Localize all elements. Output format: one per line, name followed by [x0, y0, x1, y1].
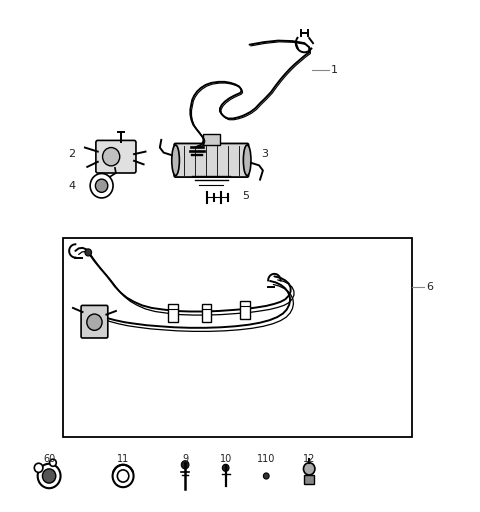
Text: 60: 60 — [43, 454, 55, 464]
Ellipse shape — [172, 145, 180, 176]
Bar — [202, 304, 211, 322]
FancyBboxPatch shape — [96, 140, 136, 173]
Ellipse shape — [243, 145, 251, 176]
Text: 5: 5 — [242, 191, 250, 201]
Bar — [63, 238, 412, 437]
Circle shape — [49, 459, 56, 466]
Circle shape — [103, 147, 120, 166]
Text: 9: 9 — [182, 454, 188, 464]
FancyBboxPatch shape — [174, 143, 249, 177]
Circle shape — [303, 463, 315, 475]
FancyBboxPatch shape — [81, 305, 108, 338]
Circle shape — [97, 312, 104, 319]
Text: 6: 6 — [426, 282, 433, 291]
Bar — [168, 304, 178, 322]
Circle shape — [96, 179, 108, 193]
Text: 4: 4 — [68, 181, 75, 191]
Circle shape — [37, 464, 60, 488]
Circle shape — [90, 174, 113, 198]
Circle shape — [85, 249, 92, 256]
Text: 2: 2 — [68, 149, 75, 159]
Text: 1: 1 — [331, 65, 337, 75]
Circle shape — [42, 469, 56, 483]
Circle shape — [181, 461, 189, 469]
Circle shape — [87, 314, 102, 330]
Circle shape — [222, 464, 229, 472]
Circle shape — [264, 473, 269, 479]
Text: 10: 10 — [219, 454, 232, 464]
Circle shape — [117, 470, 129, 482]
Text: 3: 3 — [262, 149, 268, 159]
Bar — [304, 475, 314, 484]
Bar — [203, 134, 220, 145]
Circle shape — [34, 463, 43, 473]
Text: 11: 11 — [117, 454, 129, 464]
Text: 12: 12 — [303, 454, 315, 464]
Bar — [240, 302, 250, 319]
Text: 110: 110 — [257, 454, 276, 464]
Circle shape — [113, 465, 133, 487]
